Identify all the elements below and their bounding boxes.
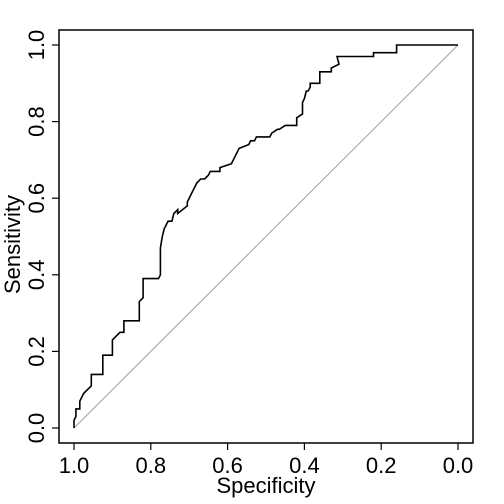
plot-frame [58, 29, 474, 444]
y-axis-title: Sensitivity [0, 195, 25, 294]
y-axis: 0.0 0.2 0.4 0.6 0.8 1.0 [24, 30, 59, 444]
x-tick-label: 0.4 [289, 453, 320, 478]
x-tick-label: 1.0 [59, 453, 90, 478]
y-tick-label: 1.0 [24, 30, 49, 61]
reference-diagonal [73, 44, 459, 429]
y-tick-label: 0.0 [24, 413, 49, 444]
x-tick-label: 0.8 [136, 453, 167, 478]
y-tick-label: 0.2 [24, 336, 49, 367]
y-tick-label: 0.8 [24, 106, 49, 137]
y-tick-label: 0.6 [24, 183, 49, 214]
x-axis: 1.0 0.8 0.6 0.4 0.2 0.0 [59, 443, 474, 478]
x-tick-label: 0.2 [366, 453, 397, 478]
y-tick-label: 0.4 [24, 260, 49, 291]
x-tick-label: 0.6 [212, 453, 243, 478]
x-tick-label: 0.0 [443, 453, 474, 478]
x-axis-title: Specificity [216, 473, 315, 498]
roc-curve [73, 44, 458, 428]
